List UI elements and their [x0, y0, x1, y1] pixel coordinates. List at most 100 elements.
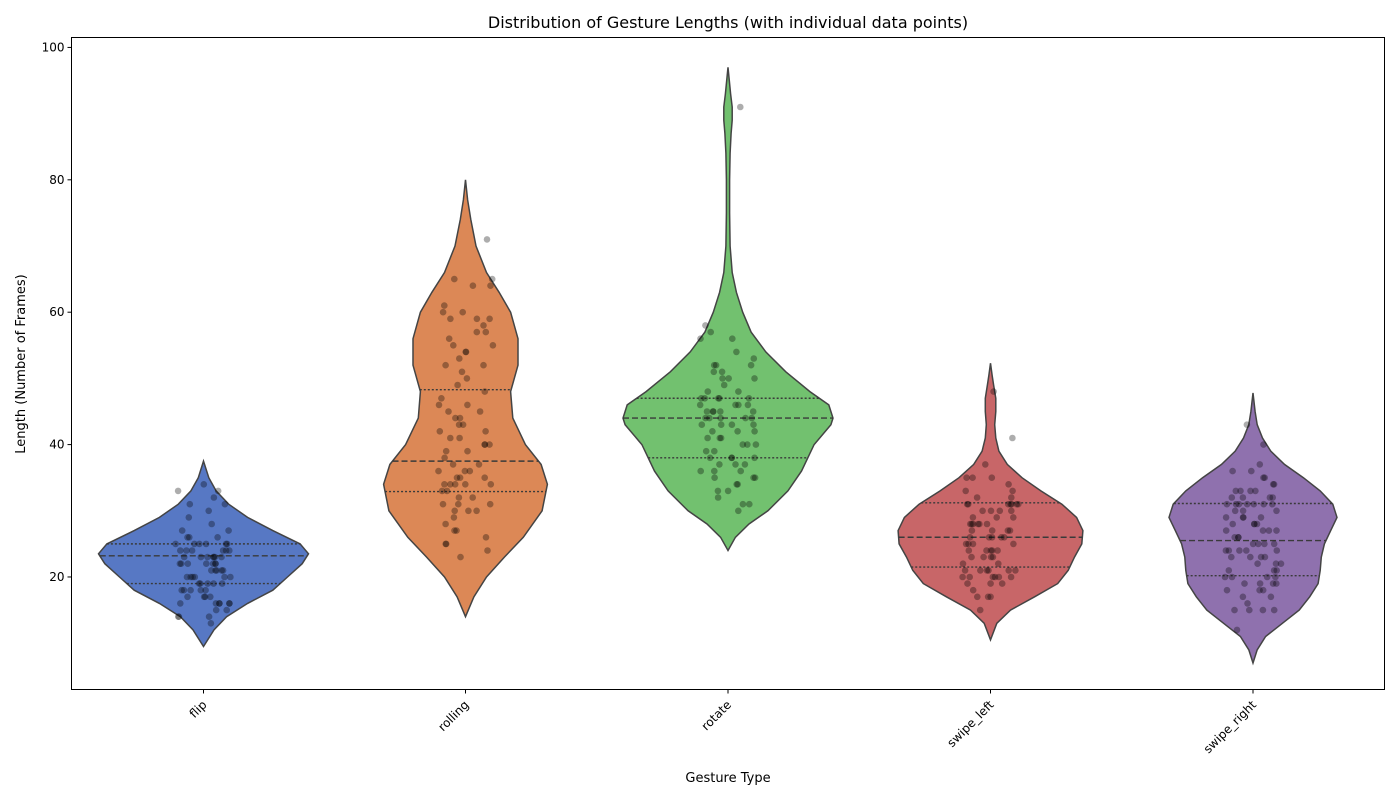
data-point-rolling	[453, 527, 460, 534]
data-point-swipe_right	[1269, 481, 1277, 488]
data-point-swipe_left	[988, 474, 996, 482]
data-point-flip	[177, 547, 184, 554]
data-point-swipe_left	[987, 593, 994, 601]
data-point-rolling	[445, 408, 452, 415]
data-point-rotate	[750, 355, 758, 362]
data-point-rotate	[725, 375, 732, 382]
data-point-swipe_right	[1246, 606, 1253, 614]
data-point-swipe_right	[1260, 441, 1267, 448]
data-point-rolling	[455, 500, 462, 508]
data-point-swipe_left	[963, 500, 971, 508]
data-point-flip	[222, 540, 230, 548]
data-point-flip	[201, 593, 209, 601]
data-point-flip	[184, 534, 191, 541]
data-point-swipe_left	[967, 520, 974, 528]
data-point-swipe_right	[1261, 540, 1268, 548]
data-point-swipe_left	[988, 534, 996, 541]
data-point-swipe_right	[1240, 514, 1247, 521]
data-point-swipe_left	[983, 547, 990, 554]
data-point-rolling	[486, 500, 494, 508]
data-point-rolling	[451, 275, 458, 283]
data-point-swipe_left	[994, 547, 1001, 554]
data-point-swipe_right	[1232, 500, 1240, 508]
data-point-flip	[210, 553, 218, 561]
data-point-rolling	[450, 342, 457, 349]
violin-flip	[97, 458, 310, 648]
data-point-flip	[219, 567, 227, 574]
data-point-swipe_right	[1251, 520, 1258, 528]
data-point-rolling	[480, 322, 487, 329]
data-point-rotate	[751, 454, 758, 462]
data-point-flip	[205, 613, 213, 620]
data-point-rotate	[701, 395, 709, 402]
data-point-swipe_right	[1223, 500, 1231, 508]
data-point-swipe_right	[1241, 580, 1248, 587]
data-point-flip	[183, 573, 191, 581]
data-point-swipe_right	[1273, 567, 1280, 574]
data-point-swipe_right	[1222, 514, 1230, 521]
data-point-flip	[191, 540, 198, 548]
data-point-swipe_right	[1247, 487, 1254, 495]
data-point-rolling	[464, 401, 471, 409]
data-point-rolling	[484, 547, 491, 554]
y-tick-label: 60	[49, 305, 64, 319]
data-point-swipe_left	[965, 547, 973, 554]
data-point-swipe_left	[969, 520, 977, 528]
data-point-rolling	[455, 421, 463, 429]
data-point-flip	[214, 534, 221, 541]
x-axis: flip rolling rotate swipe_left swipe_right	[187, 689, 1260, 757]
data-point-swipe_right	[1231, 534, 1238, 541]
data-point-flip	[200, 593, 208, 601]
data-point-rotate	[714, 487, 722, 495]
data-point-swipe_right	[1243, 421, 1251, 429]
data-point-swipe_right	[1273, 580, 1280, 587]
data-point-rolling	[456, 355, 463, 362]
data-point-swipe_left	[969, 514, 977, 521]
data-point-rolling	[483, 236, 491, 243]
violin-swipe_left	[897, 363, 1084, 643]
data-point-swipe_left	[987, 553, 995, 561]
data-point-swipe_left	[964, 500, 972, 508]
data-point-rolling	[441, 481, 448, 488]
data-point-swipe_right	[1229, 520, 1236, 528]
data-point-rolling	[462, 348, 470, 356]
x-tick-label-swipe_left: swipe_left	[944, 698, 996, 750]
data-point-rolling	[473, 315, 481, 323]
x-tick-label-swipe_right: swipe_right	[1201, 698, 1260, 757]
data-point-rotate	[728, 454, 735, 462]
data-point-swipe_left	[968, 527, 976, 534]
data-point-swipe_right	[1231, 507, 1239, 515]
x-tick-label-rotate: rotate	[699, 698, 734, 733]
data-point-swipe_left	[987, 507, 995, 515]
data-point-rolling	[441, 302, 448, 309]
data-point-rotate	[733, 481, 740, 488]
data-point-rolling	[451, 507, 459, 515]
data-point-rotate	[732, 401, 739, 409]
data-point-flip	[210, 494, 218, 501]
data-point-swipe_right	[1254, 560, 1261, 567]
data-point-swipe_left	[987, 547, 995, 554]
data-point-rotate	[719, 375, 726, 382]
data-point-flip	[222, 547, 230, 554]
data-point-rotate	[717, 408, 724, 415]
data-point-rotate	[711, 474, 718, 482]
data-point-flip	[191, 573, 199, 581]
data-point-flip	[189, 573, 196, 581]
data-point-flip	[216, 600, 223, 607]
data-point-rolling	[488, 275, 496, 283]
data-point-swipe_left	[1000, 534, 1008, 541]
data-point-rolling	[466, 467, 474, 475]
data-point-rolling	[487, 282, 494, 290]
data-point-rotate	[707, 328, 714, 336]
data-point-swipe_left	[1013, 500, 1020, 508]
data-point-rolling	[442, 520, 449, 528]
data-point-rotate	[734, 481, 741, 488]
data-point-swipe_right	[1225, 547, 1233, 554]
data-point-flip	[188, 547, 196, 554]
data-point-flip	[218, 553, 225, 561]
data-point-flip	[226, 600, 233, 607]
data-point-swipe_right	[1266, 494, 1274, 501]
data-point-flip	[223, 540, 231, 548]
data-point-swipe_right	[1256, 461, 1264, 468]
data-point-swipe_right	[1239, 514, 1247, 521]
